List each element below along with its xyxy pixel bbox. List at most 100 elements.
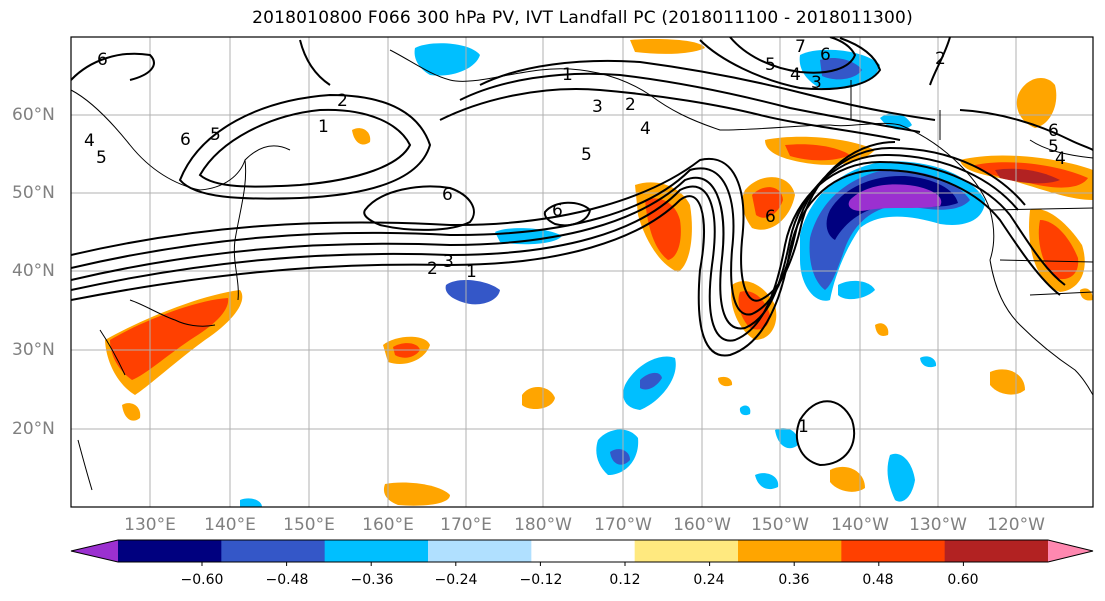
colorbar-segment (118, 540, 222, 562)
positive-anomaly-region (738, 291, 770, 330)
negative-anomaly-region (445, 279, 500, 305)
negative-anomaly-region (640, 372, 662, 390)
contour-label: 4 (1055, 149, 1066, 169)
positive-anomaly-region (995, 168, 1060, 184)
contour-label: 2 (337, 91, 348, 111)
positive-anomaly-region (110, 298, 229, 380)
colorbar-segment (324, 540, 429, 562)
positive-anomaly-region (875, 323, 889, 336)
colorbar-tick-label: −0.36 (350, 572, 394, 588)
contour-label: 1 (562, 65, 573, 85)
colorbar-tick-label: 0.48 (862, 572, 894, 588)
colorbar-tick-label: −0.24 (434, 572, 478, 588)
gridlines (71, 37, 1093, 507)
colorbar-segment (738, 540, 842, 562)
longitude-label: 180°W (514, 515, 572, 535)
contour-label: 6 (1048, 121, 1059, 141)
colorbar-outline (70, 539, 1094, 563)
colorbar-extend-low (71, 540, 118, 562)
colorbar-segment (944, 540, 1049, 562)
colorbar-tick-label: 0.12 (609, 572, 641, 588)
negative-anomaly-region (838, 280, 875, 300)
contour-label: 3 (443, 252, 454, 272)
longitude-label: 170°E (440, 515, 492, 535)
colorbar-tick-label: −0.48 (265, 572, 309, 588)
contour-label: 7 (795, 37, 806, 57)
longitude-label: 140°W (831, 515, 889, 535)
colorbar-tick-label: −0.60 (180, 572, 224, 588)
positive-anomaly-region (785, 144, 850, 161)
negative-anomaly-region (887, 453, 915, 502)
positive-anomaly-region (522, 387, 555, 410)
colorbar-segment (531, 540, 636, 562)
contour-label: 6 (442, 185, 453, 205)
contour-label: 1 (798, 417, 809, 437)
longitude-label: 130°W (909, 515, 967, 535)
colorbar-segment (634, 540, 739, 562)
latitude-label: 30°N (12, 340, 55, 360)
contour-labels: 6 5 2 1 1 3 2 4 5 6 6 3 2 1 7 6 5 4 3 2 … (84, 37, 1066, 437)
latitude-label: 20°N (12, 419, 55, 439)
contour-label: 6 (765, 207, 776, 227)
positive-anomaly-region (645, 198, 681, 260)
pv-contours (71, 37, 1093, 467)
colorbar (70, 539, 1094, 566)
colorbar-segment (428, 540, 532, 562)
contour-label: 1 (318, 117, 329, 137)
positive-anomaly-region (718, 376, 733, 387)
positive-anomaly-region (383, 482, 450, 506)
contour-label: 5 (765, 55, 776, 75)
negative-anomaly-region (240, 498, 262, 507)
colorbar-tick-label: −0.12 (519, 572, 563, 588)
negative-anomaly-region (739, 405, 751, 416)
colorbar-tick-label: 0.24 (693, 572, 725, 588)
latitude-label: 50°N (12, 183, 55, 203)
colorbar-tick-label: 0.36 (778, 572, 810, 588)
longitude-label: 130°E (124, 515, 176, 535)
contour-label: 6 (552, 201, 563, 221)
negative-anomaly-region (775, 428, 799, 449)
negative-anomaly-region (755, 473, 779, 490)
contour-label: 1 (466, 262, 477, 282)
latitude-label: 60°N (12, 105, 55, 125)
colorbar-segment (841, 540, 946, 562)
contour-label: 2 (427, 259, 438, 279)
positive-anomaly-region (122, 403, 141, 421)
contour-label: 6 (97, 50, 108, 70)
longitude-label: 170°W (594, 515, 652, 535)
contour-label: 4 (790, 65, 801, 85)
colorbar-segment (221, 540, 326, 562)
negative-anomaly-region (848, 184, 942, 211)
longitude-label: 120°W (987, 515, 1045, 535)
positive-anomaly-region (990, 369, 1025, 395)
contour-label: 5 (581, 145, 592, 165)
longitude-label: 140°E (204, 515, 256, 535)
longitude-label: 160°W (673, 515, 731, 535)
contour-label: 4 (84, 131, 95, 151)
negative-anomaly-region (920, 356, 937, 368)
map-frame (70, 36, 1094, 508)
contour-label: 3 (811, 73, 822, 93)
coastlines (71, 49, 1093, 491)
contour-label: 5 (96, 148, 107, 168)
contour-label: 3 (592, 97, 603, 117)
colorbar-tick-label: 0.60 (947, 572, 979, 588)
positive-anomaly-region (830, 466, 865, 492)
contour-label: 4 (640, 119, 651, 139)
positive-anomaly-region (1080, 288, 1093, 301)
contour-label: 6 (820, 45, 831, 65)
negative-anomaly-region (414, 43, 480, 76)
contour-label: 5 (1048, 137, 1059, 157)
longitude-label: 150°W (751, 515, 809, 535)
positive-anomaly-region (630, 38, 705, 54)
positive-anomaly-region (752, 187, 783, 218)
positive-anomaly-region (1038, 220, 1079, 280)
contour-label: 2 (625, 95, 636, 115)
contour-label: 2 (935, 49, 946, 69)
longitude-label: 160°E (362, 515, 414, 535)
longitude-label: 150°E (283, 515, 335, 535)
colorbar-extend-high (1048, 540, 1093, 562)
negative-anomaly-region (610, 449, 630, 465)
positive-anomaly-region (352, 128, 371, 145)
